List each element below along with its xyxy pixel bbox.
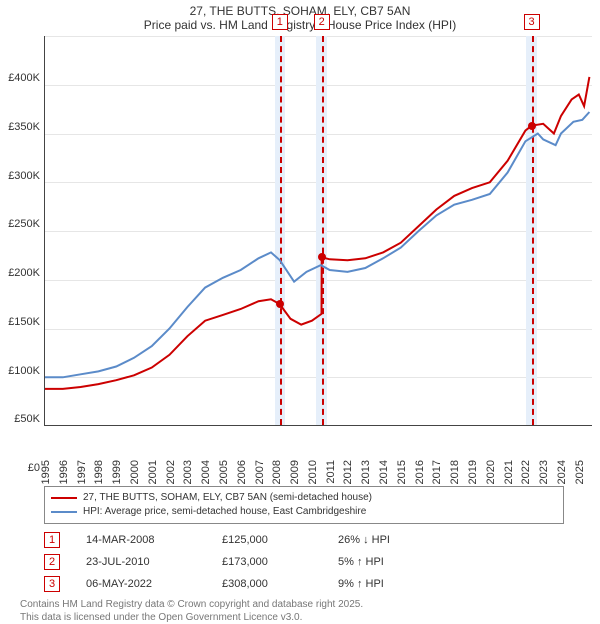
legend-label: HPI: Average price, semi-detached house,…	[83, 505, 366, 519]
y-tick-label: £400K	[0, 72, 40, 84]
event-date: 06-MAY-2022	[86, 578, 196, 590]
x-tick-label: 1997	[76, 460, 88, 484]
x-tick-label: 2019	[467, 460, 479, 484]
x-tick-label: 2010	[307, 460, 319, 484]
y-tick-label: £150K	[0, 316, 40, 328]
legend: 27, THE BUTTS, SOHAM, ELY, CB7 5AN (semi…	[44, 486, 564, 524]
x-tick-label: 2011	[325, 460, 337, 484]
x-tick-label: 2017	[431, 460, 443, 484]
event-diff: 5% ↑ HPI	[338, 556, 458, 568]
footer-line-2: This data is licensed under the Open Gov…	[20, 611, 590, 624]
y-tick-label: £100K	[0, 365, 40, 377]
x-tick-label: 2014	[378, 460, 390, 484]
series-hpi	[45, 112, 589, 377]
x-tick-label: 1996	[58, 460, 70, 484]
legend-row: 27, THE BUTTS, SOHAM, ELY, CB7 5AN (semi…	[51, 491, 557, 505]
x-tick-label: 2009	[289, 460, 301, 484]
event-date: 14-MAR-2008	[86, 534, 196, 546]
event-diff: 9% ↑ HPI	[338, 578, 458, 590]
y-tick-label: £250K	[0, 218, 40, 230]
title-line-1: 27, THE BUTTS, SOHAM, ELY, CB7 5AN	[0, 4, 600, 18]
event-date: 23-JUL-2010	[86, 556, 196, 568]
x-tick-label: 2024	[556, 460, 568, 484]
title-line-2: Price paid vs. HM Land Registry's House …	[0, 18, 600, 32]
x-tick-label: 2012	[342, 460, 354, 484]
sale-dot	[276, 300, 284, 308]
x-tick-label: 2002	[165, 460, 177, 484]
x-tick-label: 2007	[254, 460, 266, 484]
event-row: 1 14-MAR-2008 £125,000 26% ↓ HPI	[44, 532, 564, 548]
y-tick-label: £350K	[0, 121, 40, 133]
sale-dot	[318, 253, 326, 261]
legend-swatch	[51, 511, 77, 513]
x-tick-label: 2015	[396, 460, 408, 484]
x-tick-label: 2020	[485, 460, 497, 484]
x-tick-label: 1995	[40, 460, 52, 484]
x-tick-label: 2022	[520, 460, 532, 484]
x-axis-labels: 1995199619971998199920002001200220032004…	[44, 426, 592, 480]
x-tick-label: 2025	[574, 460, 586, 484]
x-tick-label: 2003	[182, 460, 194, 484]
x-tick-label: 2008	[271, 460, 283, 484]
x-tick-label: 2018	[449, 460, 461, 484]
x-tick-label: 1998	[93, 460, 105, 484]
x-tick-label: 2016	[414, 460, 426, 484]
x-tick-label: 2000	[129, 460, 141, 484]
sale-events: 1 14-MAR-2008 £125,000 26% ↓ HPI 2 23-JUL-201…	[44, 532, 564, 592]
legend-swatch	[51, 497, 77, 499]
x-tick-label: 2023	[538, 460, 550, 484]
y-tick-label: £50K	[0, 413, 40, 425]
chart-plot-area: 123	[44, 36, 592, 426]
x-tick-label: 2005	[218, 460, 230, 484]
x-tick-label: 2013	[360, 460, 372, 484]
legend-label: 27, THE BUTTS, SOHAM, ELY, CB7 5AN (semi…	[83, 491, 372, 505]
footer-line-1: Contains HM Land Registry data © Crown c…	[20, 598, 590, 611]
event-price: £125,000	[222, 534, 312, 546]
y-tick-label: £300K	[0, 170, 40, 182]
event-number: 1	[44, 532, 60, 548]
event-diff: 26% ↓ HPI	[338, 534, 458, 546]
event-price: £308,000	[222, 578, 312, 590]
sale-dot	[528, 122, 536, 130]
event-price: £173,000	[222, 556, 312, 568]
x-tick-label: 1999	[111, 460, 123, 484]
y-tick-label: £0	[0, 462, 40, 474]
x-tick-label: 2004	[200, 460, 212, 484]
event-number: 2	[44, 554, 60, 570]
event-row: 2 23-JUL-2010 £173,000 5% ↑ HPI	[44, 554, 564, 570]
y-tick-label: £200K	[0, 267, 40, 279]
x-tick-label: 2006	[236, 460, 248, 484]
x-tick-label: 2001	[147, 460, 159, 484]
x-tick-label: 2021	[503, 460, 515, 484]
legend-row: HPI: Average price, semi-detached house,…	[51, 505, 557, 519]
series-price_paid	[45, 77, 589, 389]
